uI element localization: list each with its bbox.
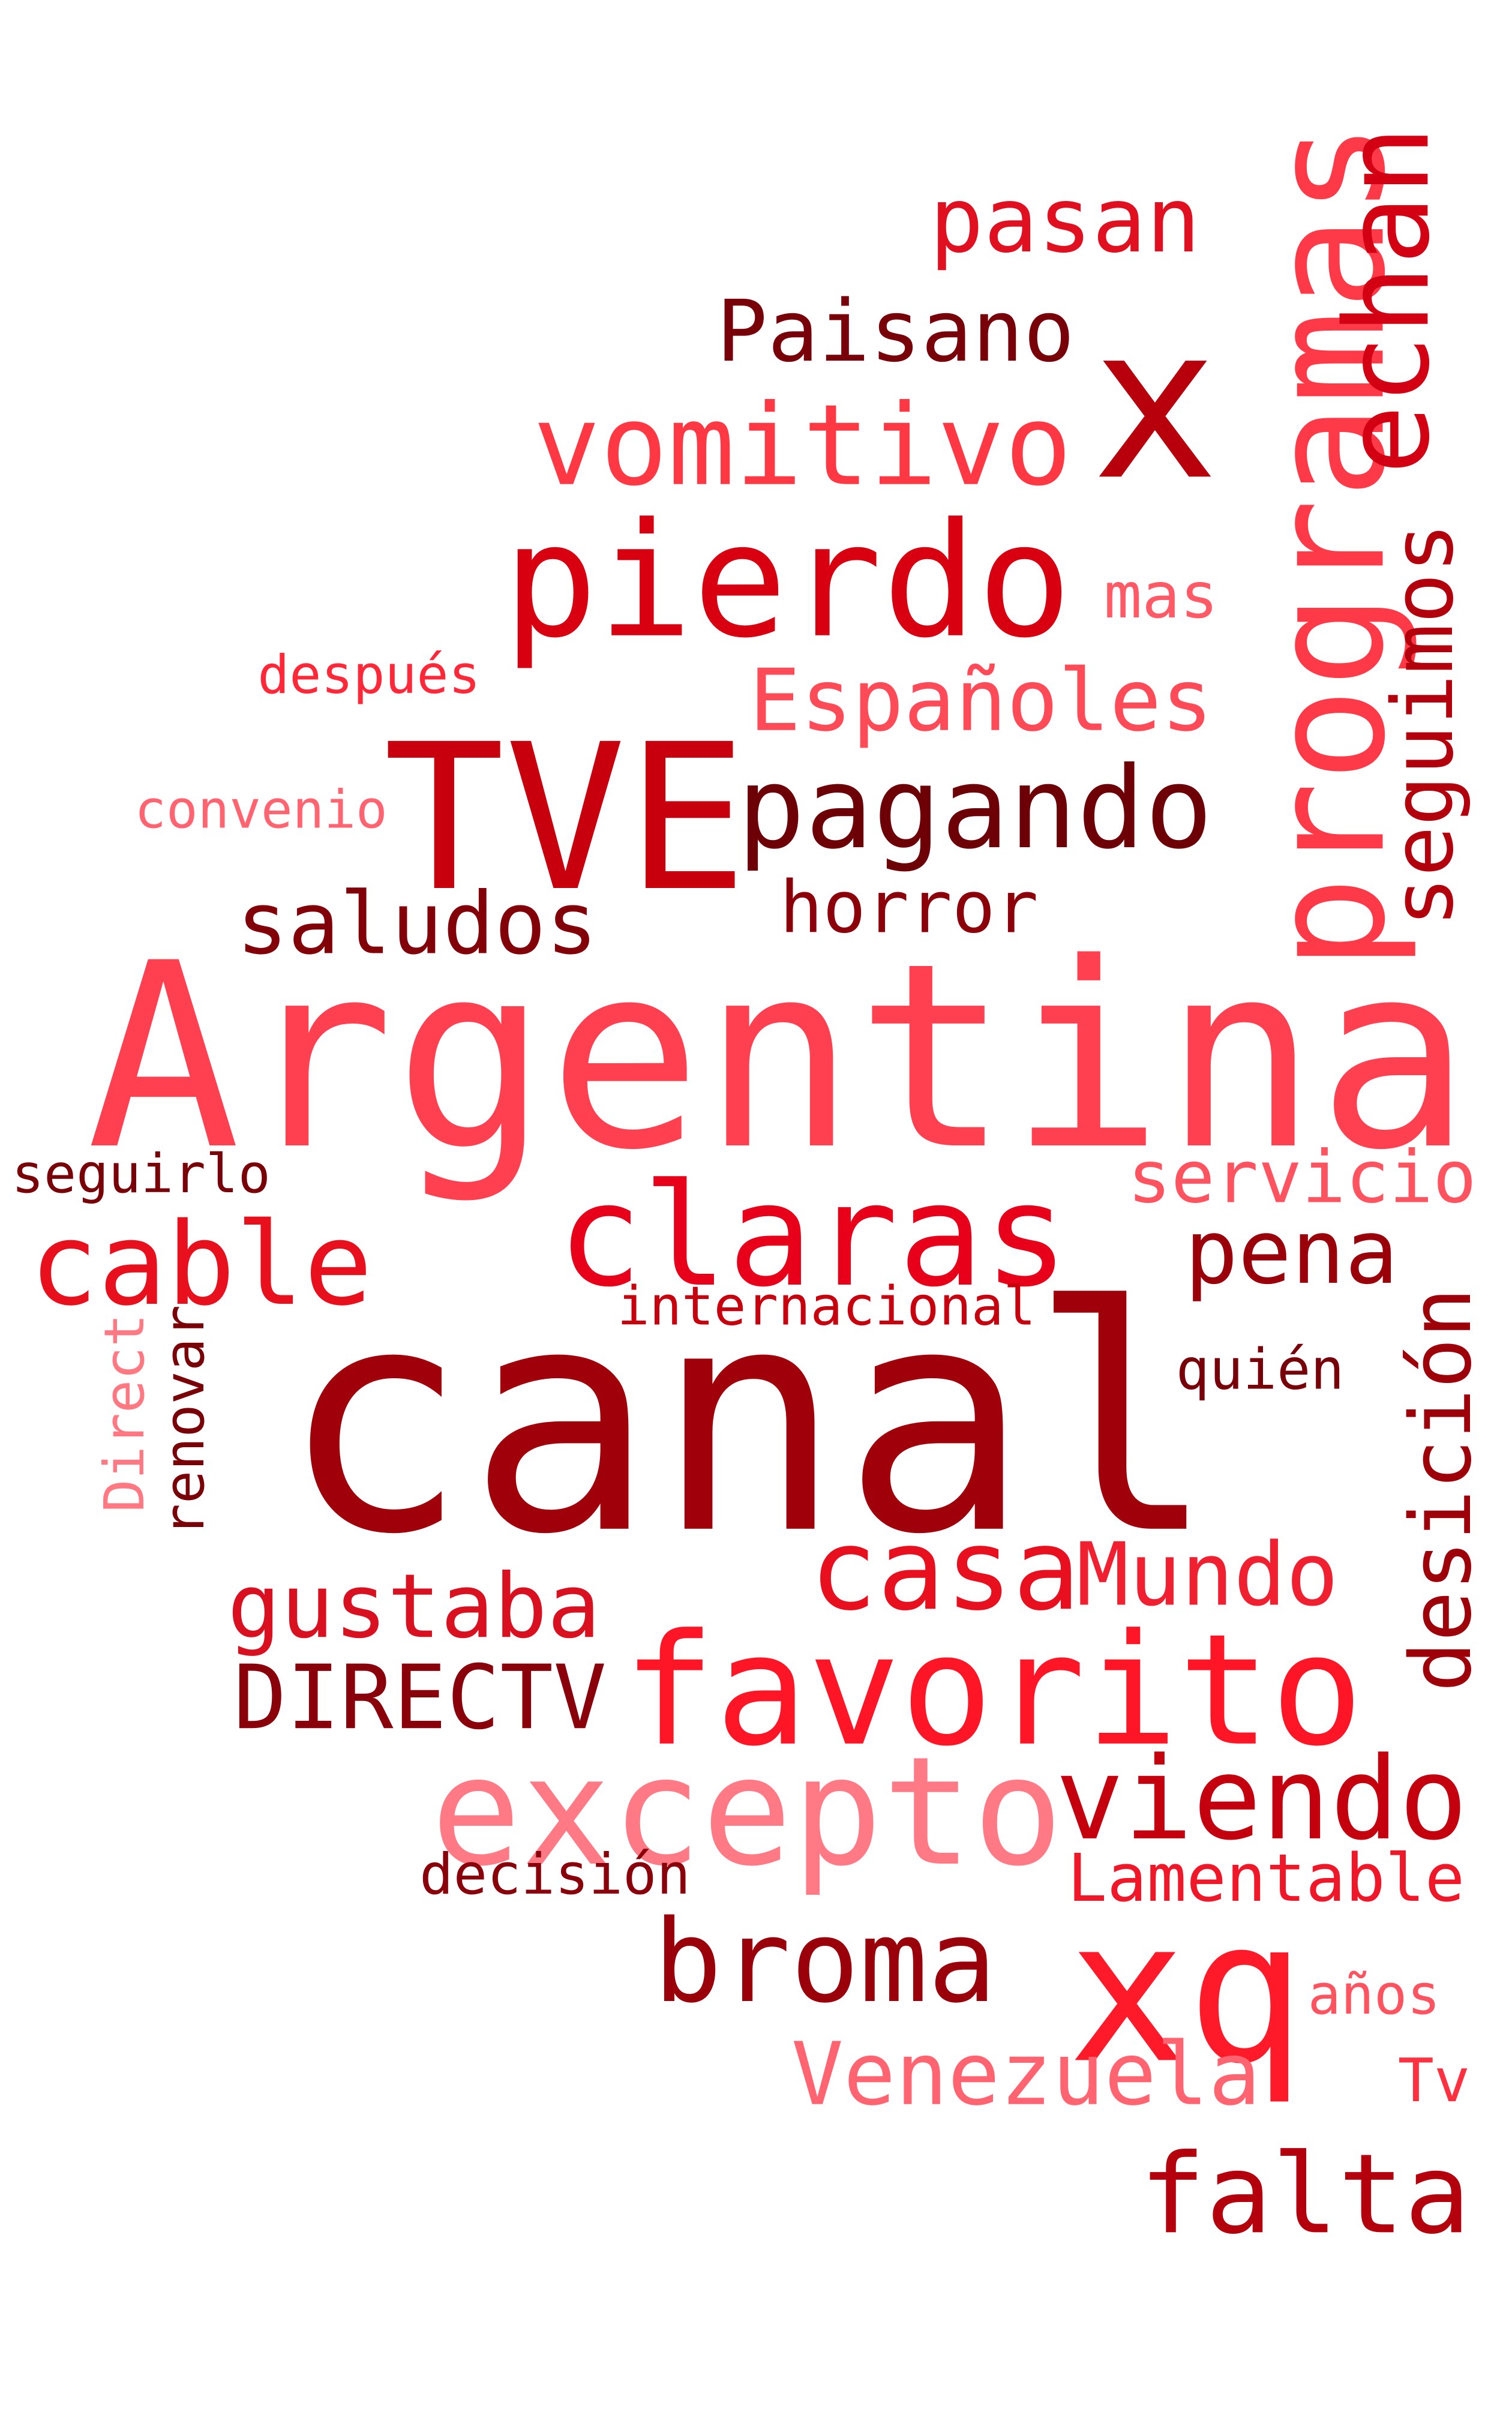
word-lamentable: Lamentable: [1067, 1840, 1465, 1916]
word-argentina: Argentina: [86, 908, 1471, 1206]
word-desicion: desición: [1392, 1287, 1490, 1692]
word-tv: Tv: [1397, 2045, 1471, 2116]
word-direct: Direct: [92, 1313, 157, 1513]
word-pena: pena: [1184, 1200, 1399, 1304]
word-tve: TVE: [383, 701, 748, 936]
word-espanoles: Españoles: [749, 650, 1213, 751]
word-venezuela: Venezuela: [791, 2024, 1261, 2125]
word-claras: claras: [557, 1153, 1069, 1318]
word-pagando: pagando: [737, 742, 1213, 874]
word-viendo: viendo: [1055, 1732, 1468, 1865]
word-seguirlo: seguirlo: [11, 1142, 271, 1205]
word-vomitivo: vomitivo: [533, 380, 1072, 511]
word-horror: horror: [779, 865, 1039, 949]
word-excepto: excepto: [431, 1724, 1063, 1899]
word-despues: después: [257, 643, 481, 706]
word-pasan: pasan: [929, 168, 1201, 273]
word-decision: decisión: [419, 1842, 691, 1908]
word-saludos: saludos: [236, 873, 598, 974]
word-mas: mas: [1103, 558, 1219, 632]
word-echan: echan: [1319, 125, 1455, 475]
word-anos: años: [1307, 1963, 1441, 2027]
word-falta: falta: [1139, 2130, 1471, 2258]
word-servicio: servicio: [1127, 1135, 1477, 1220]
word-renovar: renovar: [152, 1304, 217, 1537]
word-directv: DIRECTV: [233, 1646, 607, 1750]
word-pierdo: pierdo: [503, 488, 1072, 673]
word-x: x: [1091, 280, 1219, 527]
word-casa: casa: [809, 1504, 1081, 1636]
word-canal: canal: [280, 1240, 1217, 1603]
word-seguimos: seguimos: [1374, 522, 1472, 927]
word-gustaba: gustaba: [227, 1554, 601, 1658]
word-quien: quién: [1175, 1336, 1345, 1402]
word-favorito: favorito: [622, 1601, 1364, 1780]
word-internacional: internacional: [617, 1274, 1036, 1337]
word-convenio: convenio: [134, 779, 388, 841]
word-cable: cable: [29, 1198, 373, 1331]
word-paisano: Paisano: [716, 281, 1075, 381]
word-mundo: Mundo: [1076, 1524, 1339, 1626]
word-xq: xq: [1067, 1876, 1306, 2107]
word-broma: broma: [653, 1895, 997, 2028]
